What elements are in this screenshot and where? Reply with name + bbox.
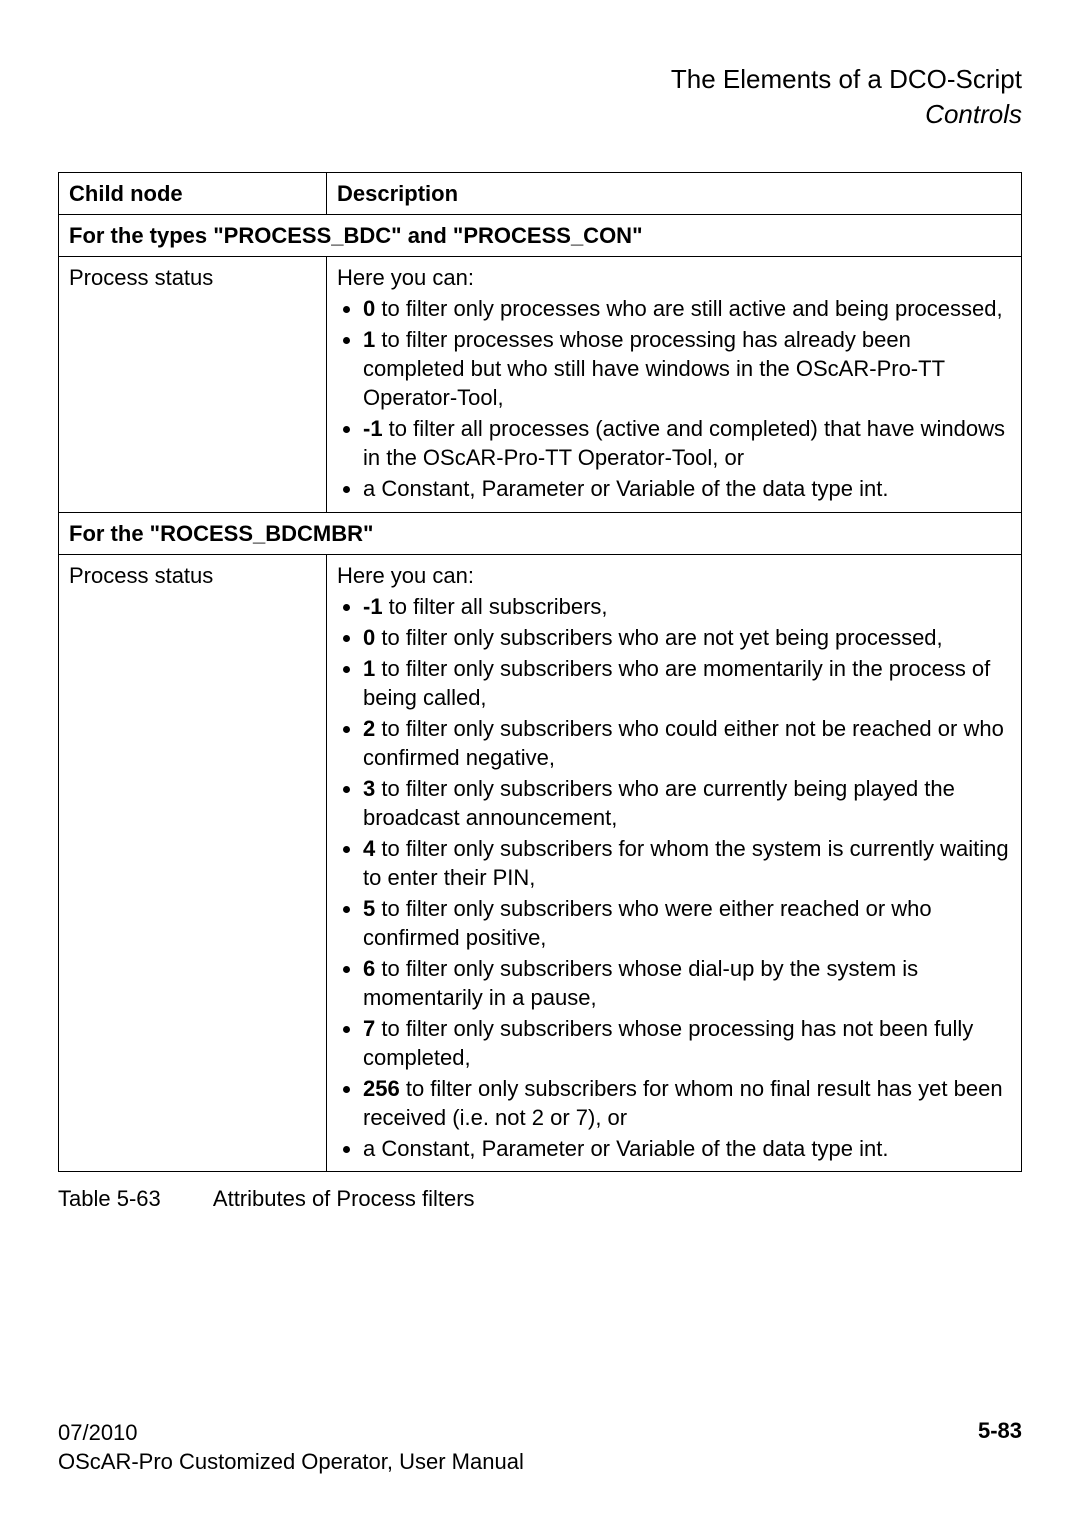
footer-manual-title: OScAR-Pro Customized Operator, User Manu…	[58, 1447, 524, 1477]
footer-left: 07/2010 OScAR-Pro Customized Operator, U…	[58, 1418, 524, 1477]
header-subtitle: Controls	[58, 97, 1022, 132]
list-item-bold: 3	[363, 776, 375, 801]
list-item-text: a Constant, Parameter or Variable of the…	[363, 476, 888, 501]
list-item-bold: 4	[363, 836, 375, 861]
page-footer: 07/2010 OScAR-Pro Customized Operator, U…	[58, 1418, 1022, 1477]
list-item-bold: 2	[363, 716, 375, 741]
list-item-text: to filter only subscribers for whom no f…	[363, 1076, 1003, 1130]
list-item-text: to filter processes whose processing has…	[363, 327, 945, 410]
page: The Elements of a DCO-Script Controls Ch…	[0, 0, 1080, 1527]
list-item-bold: -1	[363, 416, 383, 441]
list-item: 0 to filter only subscribers who are not…	[363, 623, 1011, 652]
section-header-2: For the "ROCESS_BDCMBR"	[59, 512, 1022, 554]
caption-label: Table 5-63	[58, 1186, 208, 1212]
list-item: 1 to filter processes whose processing h…	[363, 325, 1011, 412]
list-item: 2 to filter only subscribers who could e…	[363, 714, 1011, 772]
description-list: -1 to filter all subscribers, 0 to filte…	[337, 592, 1011, 1164]
list-item-text: to filter only subscribers whose process…	[363, 1016, 973, 1070]
list-item: 1 to filter only subscribers who are mom…	[363, 654, 1011, 712]
list-item: 6 to filter only subscribers whose dial-…	[363, 954, 1011, 1012]
table-header-row: Child node Description	[59, 173, 1022, 215]
list-item-bold: 7	[363, 1016, 375, 1041]
cell-child-node: Process status	[59, 257, 327, 512]
list-item-text: to filter only subscribers for whom the …	[363, 836, 1009, 890]
list-item-text: to filter all processes (active and comp…	[363, 416, 1005, 470]
list-item-text: to filter only subscribers who are not y…	[375, 625, 942, 650]
list-item-text: to filter only subscribers whose dial-up…	[363, 956, 918, 1010]
caption-text: Attributes of Process filters	[213, 1186, 475, 1211]
footer-date: 07/2010	[58, 1418, 524, 1448]
list-item-text: a Constant, Parameter or Variable of the…	[363, 1136, 888, 1161]
list-item: 256 to filter only subscribers for whom …	[363, 1074, 1011, 1132]
list-item-bold: 1	[363, 327, 375, 352]
description-intro: Here you can:	[337, 561, 1011, 590]
attributes-table: Child node Description For the types "PR…	[58, 172, 1022, 1172]
table-row: Process status Here you can: -1 to filte…	[59, 554, 1022, 1172]
list-item-text: to filter only subscribers who are momen…	[363, 656, 990, 710]
list-item-text: to filter only subscribers who were eith…	[363, 896, 932, 950]
list-item: 4 to filter only subscribers for whom th…	[363, 834, 1011, 892]
list-item-bold: 0	[363, 296, 375, 321]
table-row: Process status Here you can: 0 to filter…	[59, 257, 1022, 512]
col-header-child-node: Child node	[59, 173, 327, 215]
header-title: The Elements of a DCO-Script	[58, 62, 1022, 97]
table-section-row: For the "ROCESS_BDCMBR"	[59, 512, 1022, 554]
footer-page-number: 5-83	[978, 1418, 1022, 1444]
list-item-bold: 5	[363, 896, 375, 921]
section-header-1: For the types "PROCESS_BDC" and "PROCESS…	[59, 215, 1022, 257]
list-item-bold: 256	[363, 1076, 400, 1101]
list-item-text: to filter only subscribers who are curre…	[363, 776, 955, 830]
list-item-bold: 6	[363, 956, 375, 981]
cell-description: Here you can: -1 to filter all subscribe…	[327, 554, 1022, 1172]
list-item-bold: 0	[363, 625, 375, 650]
list-item: 3 to filter only subscribers who are cur…	[363, 774, 1011, 832]
list-item: a Constant, Parameter or Variable of the…	[363, 474, 1011, 503]
cell-child-node: Process status	[59, 554, 327, 1172]
list-item-bold: -1	[363, 594, 383, 619]
cell-description: Here you can: 0 to filter only processes…	[327, 257, 1022, 512]
description-intro: Here you can:	[337, 263, 1011, 292]
list-item: 5 to filter only subscribers who were ei…	[363, 894, 1011, 952]
list-item: -1 to filter all subscribers,	[363, 592, 1011, 621]
list-item: a Constant, Parameter or Variable of the…	[363, 1134, 1011, 1163]
description-list: 0 to filter only processes who are still…	[337, 294, 1011, 503]
list-item: 0 to filter only processes who are still…	[363, 294, 1011, 323]
table-section-row: For the types "PROCESS_BDC" and "PROCESS…	[59, 215, 1022, 257]
list-item-text: to filter all subscribers,	[383, 594, 608, 619]
list-item-text: to filter only subscribers who could eit…	[363, 716, 1004, 770]
list-item-bold: 1	[363, 656, 375, 681]
table-caption: Table 5-63 Attributes of Process filters	[58, 1186, 1022, 1212]
col-header-description: Description	[327, 173, 1022, 215]
list-item: 7 to filter only subscribers whose proce…	[363, 1014, 1011, 1072]
page-header: The Elements of a DCO-Script Controls	[58, 62, 1022, 132]
list-item-text: to filter only processes who are still a…	[375, 296, 1002, 321]
list-item: -1 to filter all processes (active and c…	[363, 414, 1011, 472]
